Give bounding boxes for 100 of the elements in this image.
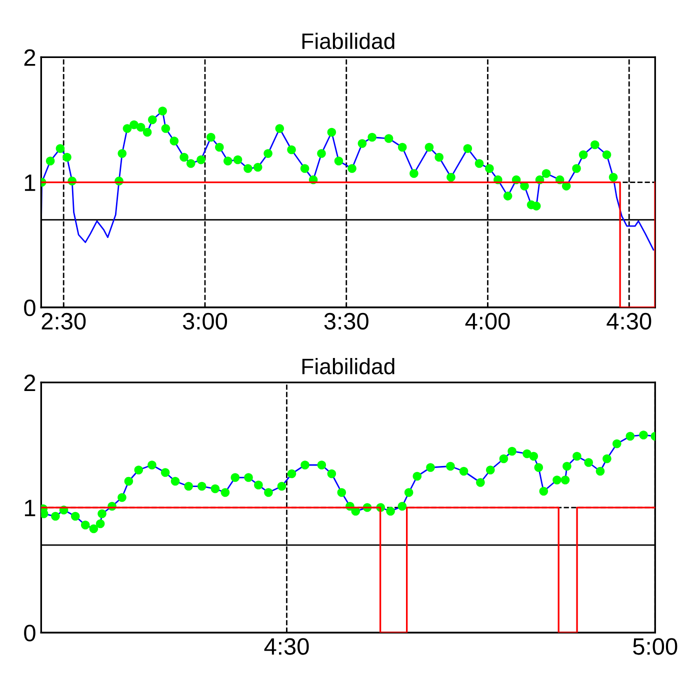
point (503, 192, 512, 200)
x-tick-label: 4:30 (264, 638, 309, 655)
point (398, 142, 407, 152)
point (368, 132, 376, 142)
point (424, 142, 434, 152)
y-tick-label: 0 (24, 299, 36, 316)
point (215, 142, 224, 152)
point (196, 155, 206, 164)
point (337, 488, 346, 497)
point (118, 493, 126, 502)
point (96, 519, 105, 528)
point (446, 462, 455, 471)
point (572, 452, 582, 461)
point (264, 488, 273, 497)
point (572, 164, 581, 173)
point (459, 466, 468, 476)
point (584, 458, 593, 467)
point (124, 476, 134, 486)
point (287, 469, 296, 478)
point (230, 473, 240, 482)
point (486, 466, 495, 474)
point (254, 480, 263, 490)
x-tick-label: 3:00 (182, 312, 228, 330)
point (590, 140, 600, 150)
point (264, 149, 272, 158)
point (639, 430, 648, 440)
point (476, 478, 485, 487)
point (142, 128, 152, 137)
point (136, 122, 146, 132)
point (118, 149, 127, 158)
point (300, 164, 310, 173)
point (180, 152, 188, 162)
point (434, 152, 444, 162)
point (534, 463, 544, 472)
point (602, 150, 612, 160)
point (170, 136, 179, 146)
y-tick-label: 1 (24, 174, 36, 191)
point (410, 169, 418, 178)
point (287, 145, 296, 154)
point (210, 484, 220, 494)
chart-title: Fiabilidad (302, 358, 394, 374)
point (412, 472, 422, 481)
point (358, 139, 367, 148)
point (608, 172, 618, 182)
point (206, 132, 216, 142)
point (578, 150, 588, 160)
point (596, 466, 605, 476)
point (253, 162, 262, 172)
point (122, 124, 132, 133)
point (98, 509, 106, 518)
point (158, 106, 167, 116)
point (46, 156, 55, 166)
point (426, 463, 435, 472)
point (562, 462, 572, 471)
point (499, 454, 508, 464)
point (51, 512, 60, 521)
x-tick-label: 4:30 (606, 312, 652, 330)
point (70, 512, 80, 521)
point (626, 432, 635, 441)
point (244, 164, 252, 173)
x-tick-label: 5:00 (633, 638, 678, 655)
point (233, 155, 242, 164)
point (160, 468, 170, 477)
y-tick-label: 1 (24, 500, 36, 516)
point (161, 124, 170, 133)
point (463, 144, 472, 153)
point (529, 452, 538, 461)
point (184, 482, 193, 491)
point (300, 460, 310, 470)
point (170, 476, 180, 486)
chart-title: Fiabilidad (302, 32, 394, 50)
point (317, 149, 326, 158)
point (404, 488, 414, 497)
x-tick-label: 2:30 (42, 312, 86, 330)
point (384, 134, 394, 143)
point (130, 120, 138, 130)
y-tick-label: 0 (24, 624, 36, 642)
point (80, 520, 90, 530)
point (508, 446, 516, 456)
point (398, 502, 407, 511)
point (244, 473, 253, 482)
point (327, 128, 336, 137)
point (446, 172, 456, 182)
point (134, 466, 144, 474)
point (224, 156, 232, 166)
point (612, 439, 622, 448)
point (317, 460, 326, 470)
point (539, 486, 548, 496)
x-tick-label: 4:00 (465, 312, 510, 330)
point (485, 164, 494, 173)
point (386, 506, 395, 516)
point (197, 482, 206, 491)
point (552, 476, 562, 484)
point (327, 469, 336, 478)
point (602, 454, 612, 464)
point (89, 524, 98, 534)
point (348, 164, 356, 173)
y-tick-label: 2 (24, 374, 36, 391)
x-tick-label: 3:30 (324, 312, 368, 330)
point (334, 156, 344, 166)
